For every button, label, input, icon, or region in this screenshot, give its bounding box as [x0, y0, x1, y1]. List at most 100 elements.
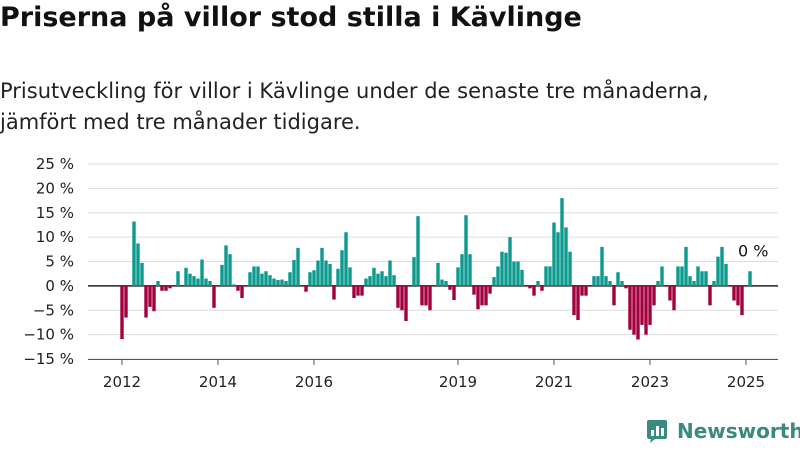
bar [176, 271, 180, 286]
bar [232, 284, 236, 286]
y-tick-label: 20 % [36, 179, 74, 197]
x-axis: 2012 2014 2016 2019 2021 2023 2025 [88, 359, 778, 391]
bar [508, 237, 512, 286]
bar [388, 260, 392, 286]
bar [720, 246, 724, 286]
bar [476, 285, 480, 310]
bar [428, 285, 432, 311]
bar [532, 285, 536, 296]
bar [340, 250, 344, 286]
bar [236, 285, 240, 291]
bar [620, 281, 624, 286]
bar [296, 247, 300, 286]
grid-lines [88, 163, 778, 360]
x-tick-label: 2012 [103, 373, 141, 391]
y-tick-label: 25 % [36, 155, 74, 173]
bar [396, 285, 400, 308]
bar [120, 285, 124, 340]
bar [652, 285, 656, 306]
bar [544, 266, 548, 286]
x-tick-label: 2014 [199, 373, 237, 391]
bar [264, 271, 268, 286]
bar [368, 276, 372, 286]
x-tick-label: 2025 [727, 373, 765, 391]
bar [188, 273, 192, 286]
y-axis-ticks: 25 % 20 % 15 % 10 % 5 % 0 % −5 % −10 % −15 % [23, 155, 74, 368]
bar [688, 276, 692, 286]
bar [344, 232, 348, 286]
bar [608, 281, 612, 286]
bar [632, 285, 636, 335]
chart-title: Priserna på villor stod stilla i Kävling… [0, 2, 582, 33]
bar [656, 281, 660, 286]
bar [440, 279, 444, 286]
bar [392, 275, 396, 286]
bar [596, 276, 600, 286]
bar [540, 285, 544, 291]
bar [272, 278, 276, 286]
y-tick-label: −10 % [23, 326, 74, 344]
bar [520, 269, 524, 286]
bar [560, 198, 564, 286]
brand-name: Newsworthy [677, 419, 800, 443]
bar [384, 276, 388, 286]
bar [292, 260, 296, 286]
bar [248, 272, 252, 286]
bar [268, 275, 272, 286]
bar [136, 243, 140, 286]
bar [612, 285, 616, 306]
bar [568, 251, 572, 286]
bar [648, 285, 652, 325]
bar [616, 272, 620, 286]
bar [472, 285, 476, 295]
bar [604, 276, 608, 286]
bar [564, 227, 568, 286]
x-tick-label: 2021 [535, 373, 573, 391]
bar [220, 264, 224, 286]
bar [504, 252, 508, 286]
bar [260, 273, 264, 286]
bar [204, 278, 208, 286]
y-tick-label: 0 % [45, 277, 74, 295]
bar [712, 281, 716, 286]
y-tick-label: 10 % [36, 228, 74, 246]
bar [636, 285, 640, 340]
bar [552, 222, 556, 286]
bar [672, 285, 676, 311]
bar-series [120, 198, 752, 340]
bar [436, 262, 440, 286]
bar [156, 281, 160, 286]
bar [240, 285, 244, 299]
bar [548, 266, 552, 286]
bar [252, 266, 256, 286]
bar [320, 247, 324, 286]
bar [196, 278, 200, 286]
bar [576, 285, 580, 321]
newsworthy-logo-icon [647, 420, 667, 443]
bar [484, 285, 488, 306]
bar [736, 285, 740, 306]
bar [512, 261, 516, 286]
bar [364, 278, 368, 286]
bar [412, 257, 416, 286]
bar [168, 285, 172, 289]
bar [700, 271, 704, 286]
bar [708, 285, 712, 306]
y-tick-label: 5 % [45, 253, 74, 271]
bar [580, 285, 584, 296]
bar [324, 260, 328, 286]
bar [284, 281, 288, 286]
bar [276, 280, 280, 286]
bar [124, 285, 128, 318]
bar [288, 272, 292, 286]
bar [628, 285, 632, 330]
bar [256, 266, 260, 286]
bar [716, 256, 720, 286]
bar [224, 245, 228, 286]
bar [184, 267, 188, 286]
bar [416, 216, 420, 286]
y-tick-label: 15 % [36, 204, 74, 222]
bar [660, 266, 664, 286]
chart-subtitle: Prisutveckling för villor i Kävlinge und… [0, 79, 709, 134]
bar [200, 259, 204, 286]
